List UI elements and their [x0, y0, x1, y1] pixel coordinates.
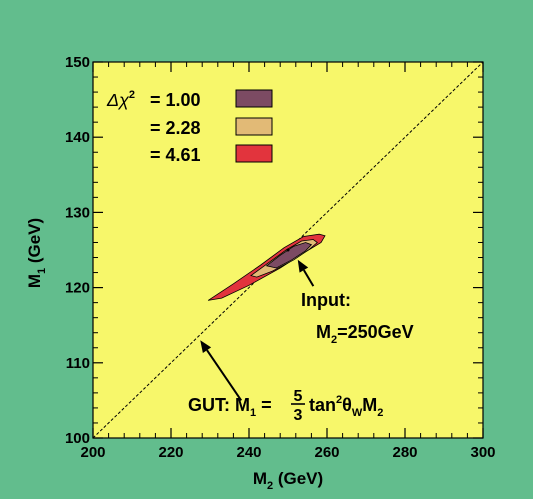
legend-title: Δχ2 [106, 89, 135, 110]
y-tick-label: 130 [65, 204, 90, 221]
input-point-marker [286, 248, 290, 252]
gut-annotation: GUT: M1 = 5 3 tan2θWM2 [188, 340, 383, 424]
x-tick-label: 260 [314, 444, 339, 461]
legend-swatch-2 [235, 117, 273, 136]
x-tick-label: 220 [158, 444, 183, 461]
legend-value-2: = 2.28 [150, 118, 201, 138]
contour-1.00 [265, 242, 313, 269]
legend-value-1: = 1.00 [150, 90, 201, 110]
tick-labels: 200 220 240 260 280 300 100 110 120 130 140 150 [65, 54, 496, 461]
y-tick-label: 110 [66, 355, 90, 372]
x-axis-label: M2 (GeV) [253, 469, 323, 492]
gut-fraction-numerator: 5 [294, 388, 303, 405]
gut-formula-tail: tan2θWM2 [309, 394, 383, 419]
gut-formula: GUT: M1 = [188, 395, 272, 419]
x-tick-label: 200 [80, 444, 105, 461]
legend-swatch-1 [235, 89, 273, 108]
x-tick-label: 240 [236, 444, 261, 461]
y-tick-label: 100 [65, 430, 90, 447]
x-tick-label: 280 [392, 444, 417, 461]
input-arrow [303, 269, 315, 287]
legend-value-3: = 4.61 [150, 145, 201, 165]
y-tick-label: 120 [65, 280, 90, 297]
y-tick-label: 150 [65, 54, 90, 71]
axis-ticks [92, 61, 484, 439]
input-value-label: M2=250GeV [316, 322, 414, 346]
legend-swatch-3 [235, 144, 273, 163]
y-axis-label: M1 (GeV) [25, 218, 48, 288]
legend: Δχ2 = 1.00 = 2.28 = 4.61 [106, 89, 273, 165]
input-arrowhead [297, 259, 309, 273]
x-tick-label: 300 [470, 444, 495, 461]
input-label: Input: [301, 290, 351, 310]
gut-arrow [206, 349, 243, 401]
gut-arrowhead [200, 340, 212, 353]
input-annotation: Input: M2=250GeV [297, 259, 414, 346]
y-tick-label: 140 [65, 129, 90, 146]
gut-fraction-denominator: 3 [294, 407, 303, 424]
contours [207, 233, 326, 301]
